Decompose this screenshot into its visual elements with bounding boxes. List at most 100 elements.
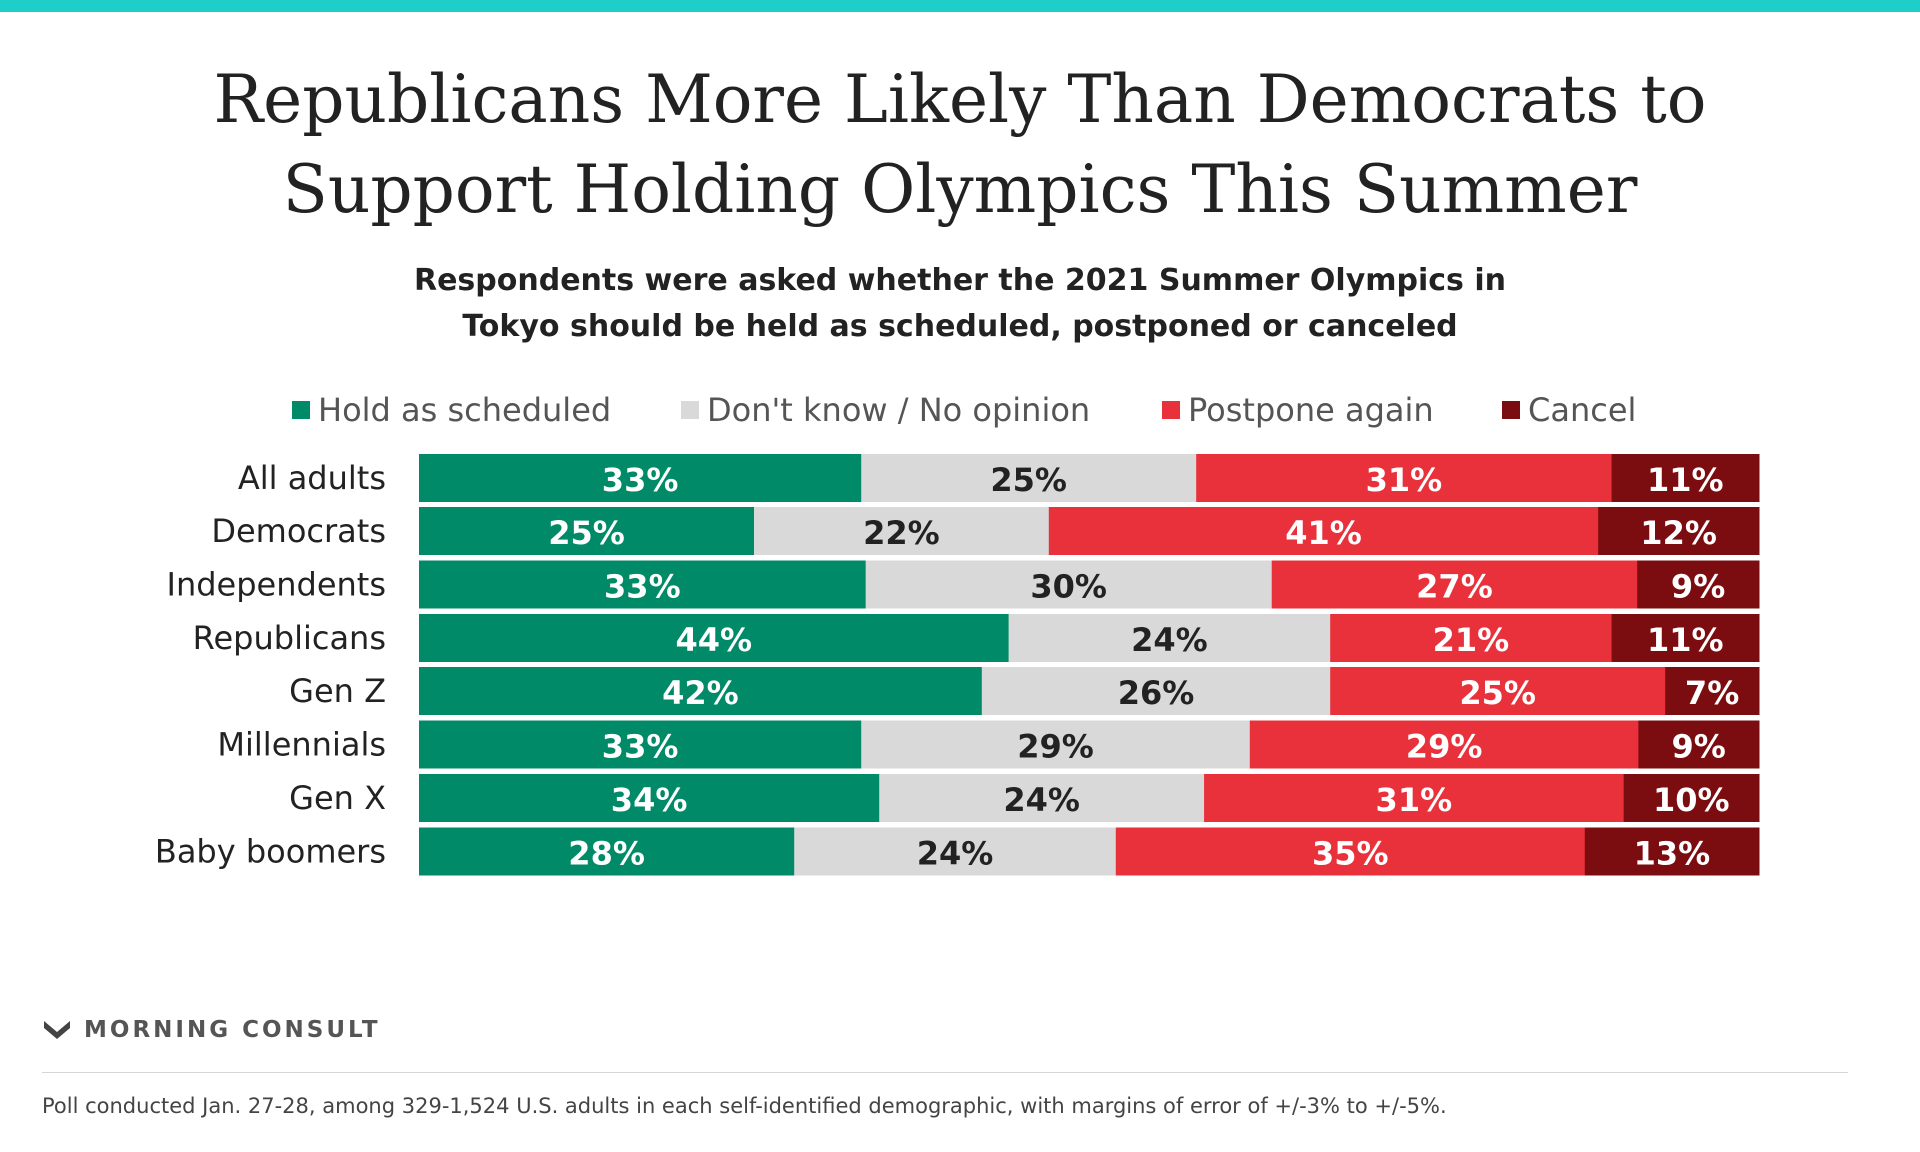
bar-segment-don-t-know-no-opinion — [754, 507, 1050, 555]
legend-item-don-t-know-no-opinion: Don't know / No opinion — [681, 391, 1090, 429]
bar-row-democrats: Democrats 25% 22% 41% 12% — [211, 507, 1760, 555]
chart-subtitle: Respondents were asked whether the 2021 … — [0, 258, 1920, 350]
bar-segment-hold-as-scheduled — [419, 454, 862, 502]
bar-segment-don-t-know-no-opinion — [861, 454, 1197, 502]
data-label-postpone-again: 21% — [1433, 621, 1510, 659]
bar-segment-cancel — [1598, 507, 1760, 555]
data-label-hold-as-scheduled: 28% — [568, 835, 645, 873]
bar-segment-don-t-know-no-opinion — [794, 827, 1117, 876]
data-label-cancel: 11% — [1647, 621, 1724, 659]
bar-segment-don-t-know-no-opinion — [861, 720, 1251, 769]
footnote: Poll conducted Jan. 27-28, among 329-1,5… — [42, 1094, 1447, 1118]
data-label-hold-as-scheduled: 34% — [611, 781, 688, 819]
bar-segment-hold-as-scheduled — [419, 507, 755, 555]
bar-segment-cancel — [1584, 827, 1760, 876]
bar-row-baby-boomers: Baby boomers 28% 24% 35% 13% — [155, 827, 1760, 876]
chart-bars: All adults 33% 25% 31% 11% Democrats 25% 22% 41%… — [155, 454, 1760, 876]
legend-swatch-postpone-again — [1162, 401, 1180, 419]
bar-row-all-adults: All adults 33% 25% 31% 11% — [238, 454, 1760, 502]
data-label-postpone-again: 31% — [1376, 781, 1453, 819]
legend-label-cancel: Cancel — [1528, 391, 1636, 429]
data-label-cancel: 9% — [1672, 728, 1726, 766]
legend-label-don-t-know-no-opinion: Don't know / No opinion — [707, 391, 1090, 429]
bar-segment-hold-as-scheduled — [419, 560, 867, 609]
legend-item-postpone-again: Postpone again — [1162, 391, 1434, 429]
bar-segment-don-t-know-no-opinion — [1008, 614, 1331, 662]
chart-legend: Hold as scheduled Don't know / No opinion… — [292, 391, 1636, 429]
bar-segment-postpone-again — [1196, 454, 1613, 502]
data-label-don-t-know-no-opinion: 25% — [990, 461, 1067, 499]
legend-swatch-hold-as-scheduled — [292, 401, 310, 419]
brand-name: MORNING CONSULT — [84, 1017, 381, 1043]
chart-subtitle-line-1: Respondents were asked whether the 2021 … — [413, 263, 1506, 298]
category-label: Gen X — [289, 779, 386, 817]
data-label-cancel: 12% — [1640, 514, 1717, 552]
data-label-cancel: 13% — [1634, 835, 1711, 873]
data-label-postpone-again: 29% — [1406, 728, 1483, 766]
data-label-don-t-know-no-opinion: 24% — [1003, 781, 1080, 819]
chart-title-line-2: Support Holding Olympics This Summer — [282, 151, 1638, 228]
bar-segment-hold-as-scheduled — [419, 774, 880, 822]
bar-segment-cancel — [1611, 614, 1760, 662]
data-label-hold-as-scheduled: 33% — [604, 568, 681, 606]
bar-segment-don-t-know-no-opinion — [879, 774, 1205, 822]
data-label-cancel: 7% — [1685, 674, 1739, 712]
data-label-postpone-again: 27% — [1416, 568, 1493, 606]
bar-row-gen-x: Gen X 34% 24% 31% 10% — [289, 774, 1760, 822]
bar-row-gen-z: Gen Z 42% 26% 25% 7% — [289, 667, 1760, 715]
legend-swatch-cancel — [1502, 401, 1520, 419]
legend-item-hold-as-scheduled: Hold as scheduled — [292, 391, 611, 429]
bar-segment-postpone-again — [1249, 720, 1639, 769]
bar-row-republicans: Republicans 44% 24% 21% 11% — [193, 614, 1760, 662]
stacked-bar-chart: Hold as scheduled Don't know / No opinion… — [155, 391, 1760, 876]
legend-swatch-don-t-know-no-opinion — [681, 401, 699, 419]
data-label-hold-as-scheduled: 44% — [676, 621, 753, 659]
bar-segment-postpone-again — [1330, 667, 1666, 715]
bar-segment-hold-as-scheduled — [419, 614, 1010, 662]
bar-row-millennials: Millennials 33% 29% 29% 9% — [217, 720, 1760, 769]
data-label-cancel: 9% — [1671, 568, 1725, 606]
brand-logo-lockup: MORNING CONSULT — [42, 1015, 381, 1045]
bar-segment-postpone-again — [1048, 507, 1599, 555]
chart-title: Republicans More Likely Than Democrats t… — [0, 55, 1920, 235]
bar-segment-hold-as-scheduled — [419, 827, 795, 876]
bar-segment-cancel — [1638, 720, 1760, 769]
data-label-hold-as-scheduled: 25% — [548, 514, 625, 552]
category-label: Millennials — [217, 726, 386, 764]
legend-label-postpone-again: Postpone again — [1188, 391, 1434, 429]
bar-segment-cancel — [1623, 774, 1760, 822]
bar-segment-don-t-know-no-opinion — [981, 667, 1331, 715]
data-label-don-t-know-no-opinion: 30% — [1030, 568, 1107, 606]
data-label-hold-as-scheduled: 33% — [602, 461, 679, 499]
data-label-don-t-know-no-opinion: 29% — [1017, 728, 1094, 766]
bar-segment-postpone-again — [1115, 827, 1586, 876]
category-label: Republicans — [193, 619, 386, 657]
data-label-don-t-know-no-opinion: 22% — [863, 514, 940, 552]
bar-segment-cancel — [1611, 454, 1760, 502]
category-label: Democrats — [211, 512, 386, 550]
data-label-cancel: 11% — [1647, 461, 1724, 499]
data-label-don-t-know-no-opinion: 24% — [1131, 621, 1208, 659]
category-label: Gen Z — [289, 672, 386, 710]
data-label-hold-as-scheduled: 42% — [662, 674, 739, 712]
category-label: Independents — [167, 566, 387, 604]
category-label: Baby boomers — [155, 833, 386, 871]
bar-segment-hold-as-scheduled — [419, 720, 862, 769]
bar-segment-postpone-again — [1271, 560, 1638, 609]
morning-consult-m-logo-icon — [44, 1021, 70, 1039]
data-label-don-t-know-no-opinion: 24% — [917, 835, 994, 873]
bar-segment-cancel — [1665, 667, 1760, 715]
bar-row-independents: Independents 33% 30% 27% 9% — [167, 560, 1760, 609]
data-label-postpone-again: 41% — [1285, 514, 1362, 552]
chart-subtitle-line-2: Tokyo should be held as scheduled, postp… — [462, 309, 1458, 344]
data-label-postpone-again: 35% — [1312, 835, 1389, 873]
footer-divider — [42, 1072, 1848, 1073]
bar-segment-don-t-know-no-opinion — [865, 560, 1273, 609]
data-label-postpone-again: 31% — [1366, 461, 1443, 499]
top-accent-bar — [0, 0, 1920, 12]
bar-segment-hold-as-scheduled — [419, 667, 983, 715]
bar-segment-postpone-again — [1330, 614, 1613, 662]
data-label-cancel: 10% — [1653, 781, 1730, 819]
legend-item-cancel: Cancel — [1502, 391, 1636, 429]
bar-segment-postpone-again — [1204, 774, 1625, 822]
